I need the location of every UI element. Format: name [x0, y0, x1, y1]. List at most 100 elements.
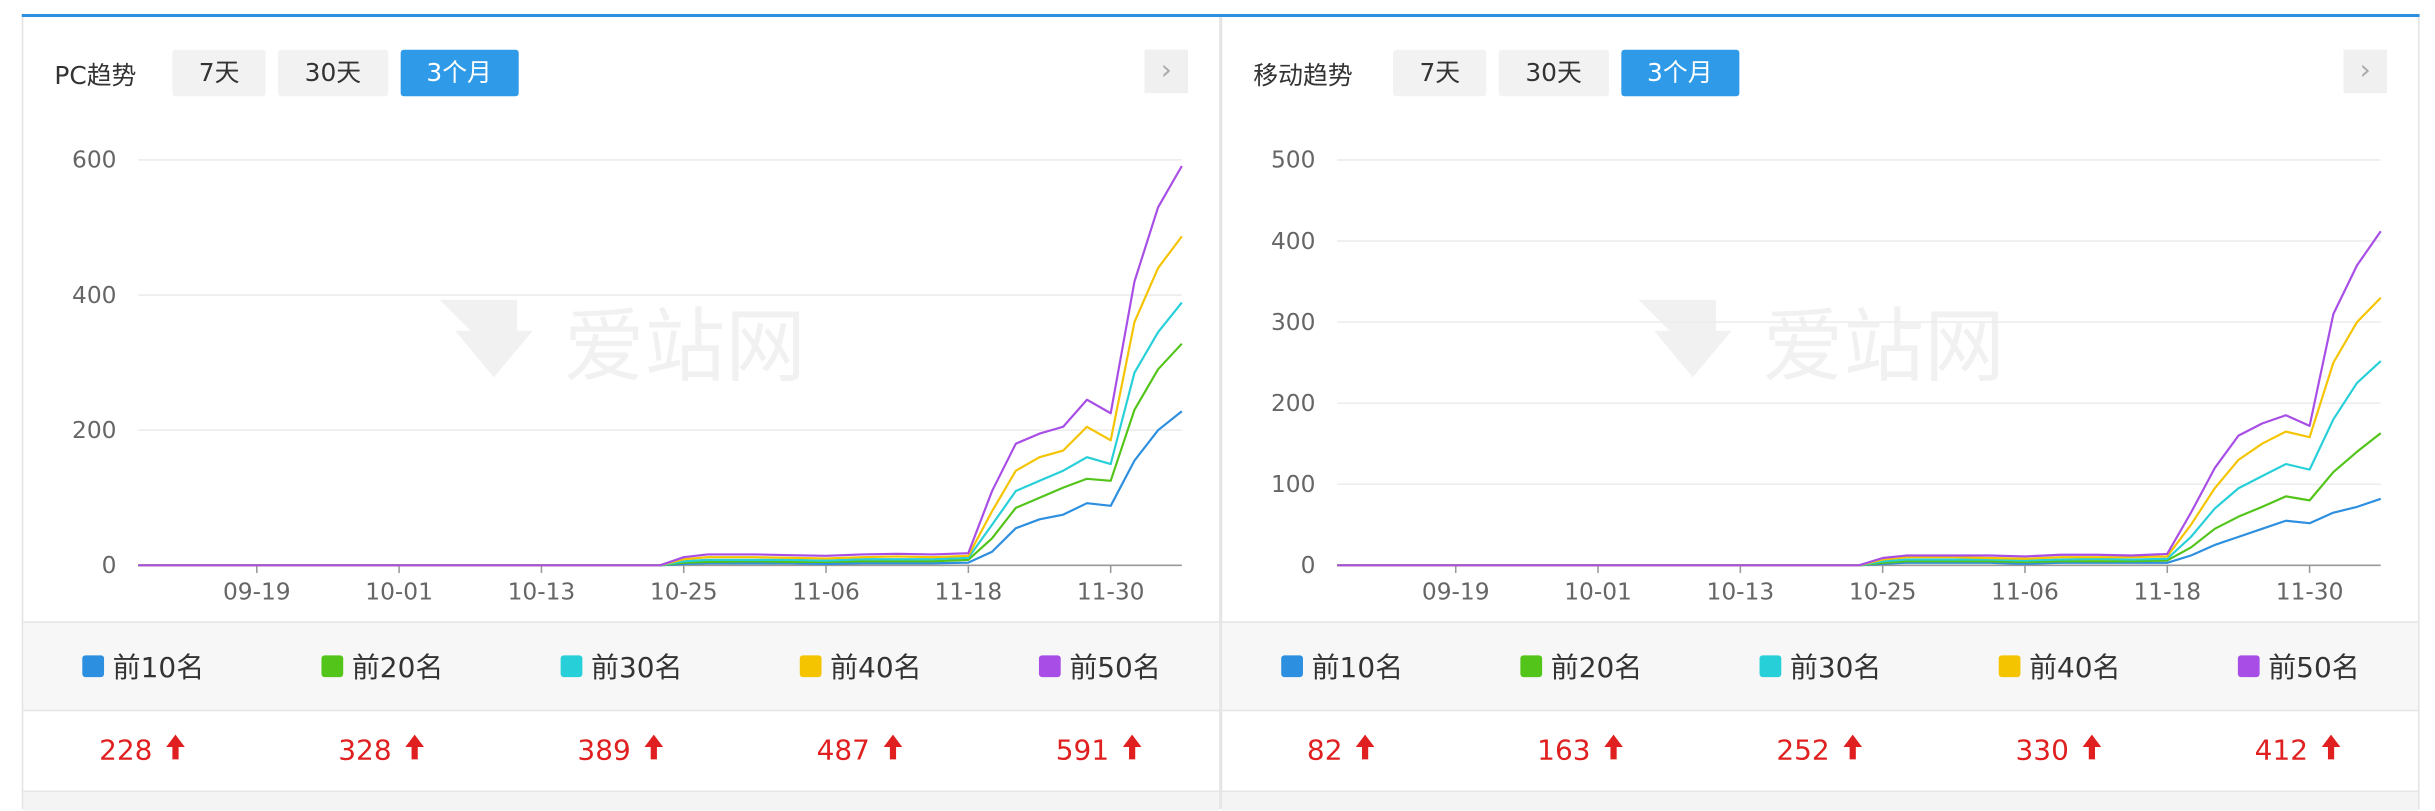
arrow-up-icon: [2320, 732, 2342, 768]
value-top40: 487: [741, 710, 980, 791]
value-number: 228: [99, 733, 153, 767]
value-number: 163: [1537, 733, 1591, 767]
legend-label: 前40名: [2029, 652, 2121, 685]
watermark-logo: 爱站网: [439, 299, 806, 394]
tab-30-days[interactable]: 30天: [278, 49, 388, 97]
panel-title: PC趋势: [54, 60, 137, 91]
legend-swatch: [1519, 655, 1542, 678]
x-tick-label: 10-13: [1707, 578, 1775, 605]
panel-title: 移动趋势: [1253, 60, 1353, 91]
chevron-right-icon[interactable]: ›: [2343, 49, 2387, 94]
tab-3-months[interactable]: 3个月: [1620, 49, 1739, 97]
bottom-strip: [23, 790, 1220, 811]
legend-swatch: [1038, 655, 1060, 678]
current-values-row: 228 328 389 487 591: [23, 710, 1219, 791]
x-tick-label: 11-30: [1077, 578, 1145, 605]
range-tabs: 7天 30天 3个月: [172, 49, 519, 97]
value-number: 412: [2254, 733, 2309, 767]
value-number: 328: [338, 733, 392, 767]
legend-label: 前50名: [1069, 652, 1161, 685]
legend-item-top40[interactable]: 前40名: [1940, 623, 2179, 710]
legend-swatch: [1758, 655, 1781, 678]
x-tick-label: 10-25: [650, 578, 718, 605]
legend-label: 前20名: [351, 652, 444, 685]
bottom-strip: [1222, 790, 2419, 811]
top-accent-line: [21, 13, 2420, 18]
tab-7-days[interactable]: 7天: [172, 49, 266, 97]
arrow-up-icon: [882, 732, 904, 768]
legend-label: 前30名: [1789, 652, 1882, 685]
legend-label: 前10名: [112, 652, 205, 685]
legend-label: 前30名: [590, 652, 683, 685]
x-tick-label: 11-18: [2133, 578, 2201, 605]
legend-swatch: [81, 655, 104, 678]
x-tick-label: 10-13: [508, 578, 576, 605]
y-tick-label: 0: [102, 552, 117, 579]
x-tick-label: 11-06: [792, 578, 860, 605]
legend-item-top10[interactable]: 前10名: [23, 623, 262, 710]
current-values-row: 82 163 252 330 412: [1222, 710, 2418, 791]
legend-item-top50[interactable]: 前50名: [2179, 623, 2418, 710]
x-tick-label: 11-30: [2276, 578, 2344, 605]
tab-3-months[interactable]: 3个月: [399, 49, 519, 97]
arrow-up-icon: [1122, 732, 1144, 768]
legend-item-top10[interactable]: 前10名: [1222, 623, 1461, 710]
svg-text:爱站网: 爱站网: [564, 300, 806, 394]
arrow-up-icon: [1842, 732, 1864, 768]
value-number: 252: [1776, 733, 1830, 767]
value-top10: 82: [1222, 710, 1461, 791]
value-top10: 228: [23, 710, 262, 791]
legend-label: 前10名: [1311, 652, 1404, 685]
y-tick-label: 500: [1271, 147, 1315, 174]
value-top50: 591: [980, 710, 1219, 791]
x-tick-label: 11-06: [1991, 578, 2059, 605]
y-tick-label: 300: [1271, 309, 1315, 336]
tab-30-days[interactable]: 30天: [1498, 49, 1609, 97]
mobile-trend-panel: 移动趋势 7天 30天 3个月 › 爱站网 0 100 200 300 400 500 09…: [1220, 17, 2420, 811]
legend-item-top20[interactable]: 前20名: [1461, 623, 1700, 710]
value-number: 487: [816, 733, 870, 767]
legend-item-top50[interactable]: 前50名: [980, 623, 1219, 710]
pc-trend-panel: PC趋势 7天 30天 3个月 › 爱站网 0 200 400 600 09-19 10-…: [21, 17, 1221, 811]
y-tick-label: 200: [72, 417, 116, 444]
y-tick-label: 400: [1271, 228, 1315, 255]
series-line-top20: [138, 342, 1183, 567]
series-line-top10: [1337, 497, 2382, 567]
arrow-up-icon: [1603, 732, 1625, 768]
y-tick-label: 600: [72, 147, 116, 174]
value-top40: 330: [1940, 710, 2179, 791]
legend-item-top40[interactable]: 前40名: [741, 623, 980, 710]
legend-swatch: [1998, 655, 2020, 678]
legend-item-top30[interactable]: 前30名: [1701, 623, 1940, 710]
legend-label: 前40名: [830, 652, 922, 685]
y-tick-label: 400: [72, 282, 116, 309]
x-tick-label: 10-01: [365, 578, 433, 605]
value-number: 591: [1055, 733, 1110, 767]
value-top30: 252: [1701, 710, 1940, 791]
arrow-up-icon: [1355, 732, 1377, 768]
legend-swatch: [559, 655, 582, 678]
y-tick-label: 0: [1301, 552, 1316, 579]
legend-swatch: [320, 655, 343, 678]
value-number: 330: [2015, 733, 2069, 767]
legend-swatch: [799, 655, 821, 678]
mobile-trend-chart: 0 100 200 300 400 500 09-19 10-01 10-13 10-25 11-0…: [1271, 147, 2382, 605]
tab-7-days[interactable]: 7天: [1393, 49, 1487, 97]
x-tick-label: 09-19: [223, 578, 291, 605]
series-line-top50: [138, 165, 1183, 567]
arrow-up-icon: [643, 732, 665, 768]
watermark-logo: 爱站网: [1638, 299, 2005, 394]
arrow-up-icon: [404, 732, 426, 768]
y-tick-label: 200: [1271, 390, 1315, 417]
value-number: 389: [577, 733, 631, 767]
legend-item-top30[interactable]: 前30名: [502, 623, 741, 710]
chart-legend: 前10名 前20名 前30名 前40名 前50名: [23, 621, 1220, 712]
arrow-up-icon: [165, 732, 187, 768]
legend-item-top20[interactable]: 前20名: [262, 623, 501, 710]
arrow-up-icon: [2081, 732, 2103, 768]
x-tick-label: 10-01: [1564, 578, 1632, 605]
svg-text:爱站网: 爱站网: [1763, 300, 2005, 394]
legend-label: 前50名: [2268, 652, 2360, 685]
chevron-right-icon[interactable]: ›: [1144, 49, 1189, 94]
